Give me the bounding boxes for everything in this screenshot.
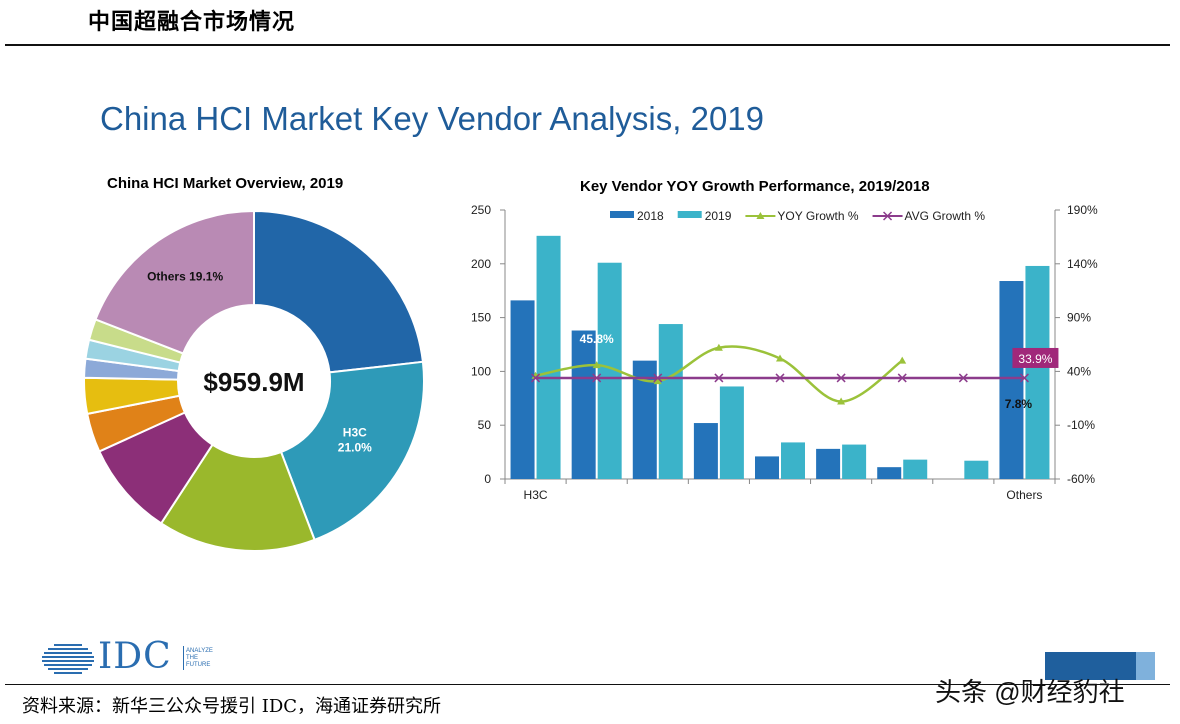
- yoy-growth-point: [776, 354, 784, 362]
- y2-tick-label: -60%: [1067, 472, 1095, 486]
- idc-tagline-line: THE: [186, 655, 198, 661]
- avg-growth-point: [714, 373, 724, 383]
- y-tick-label: 0: [484, 472, 491, 486]
- data-label-h3c-growth: 45.8%: [580, 332, 614, 346]
- bar-2019: [903, 459, 928, 479]
- yoy-growth-point: [653, 377, 662, 385]
- bar-2019: [842, 444, 867, 479]
- footer-divider: [5, 684, 1170, 685]
- avg-growth-point: [836, 373, 846, 383]
- pie-slice-h3c: [279, 360, 425, 542]
- avg-growth-label-box: [1012, 347, 1059, 368]
- yoy-growth-point: [837, 397, 846, 405]
- y2-tick-label: 90%: [1067, 311, 1091, 325]
- idc-logo: [40, 640, 230, 680]
- x-tick-label: Others: [1006, 488, 1042, 502]
- avg-growth-point: [531, 373, 541, 383]
- avg-growth-point: [653, 373, 663, 383]
- data-label-avg-growth: 33.9%: [1018, 352, 1052, 366]
- avg-growth-point: [897, 373, 907, 383]
- y-tick-label: 250: [471, 203, 491, 217]
- y-tick-label: 150: [471, 311, 491, 325]
- header-divider: [5, 44, 1170, 46]
- yoy-growth-point: [592, 361, 601, 369]
- pie-chart-title: China HCI Market Overview, 2019: [107, 175, 344, 192]
- legend-label: AVG Growth %: [905, 209, 986, 223]
- y-tick-label: 100: [471, 364, 491, 378]
- watermark-text: 头条 @财经豹社: [935, 677, 1125, 707]
- bar-2018: [999, 281, 1024, 479]
- source-note: 资料来源：新华三公众号援引 IDC，海通证券研究所: [22, 696, 442, 717]
- pie-slice-label: H3C: [343, 425, 367, 439]
- bar-2018: [571, 330, 596, 479]
- bar-2019: [658, 324, 683, 479]
- legend-marker: [883, 211, 893, 221]
- pie-slice: [159, 443, 316, 552]
- idc-tagline-line: FUTURE: [186, 662, 211, 668]
- avg-growth-point: [958, 373, 968, 383]
- pie-center-total: $959.9M: [203, 367, 304, 397]
- y2-tick-label: 140%: [1067, 257, 1098, 271]
- avg-growth-point: [592, 373, 602, 383]
- yoy-growth-point: [898, 356, 907, 364]
- bar-2019: [781, 442, 805, 479]
- bar-2019: [1025, 265, 1050, 479]
- idc-globe-icon: [42, 644, 94, 674]
- pie-slice-label: Others 19.1%: [147, 269, 223, 283]
- y-tick-label: 50: [478, 418, 492, 432]
- pie-slice: [253, 209, 425, 374]
- legend-marker: [756, 212, 765, 219]
- bar-2018: [877, 467, 902, 479]
- legend-label: YOY Growth %: [777, 209, 858, 223]
- idc-logo-tagline: ANALYZE THE FUTURE: [186, 648, 213, 669]
- pie-slice-value: 21.0%: [338, 440, 372, 454]
- legend-label: 2018: [637, 209, 664, 223]
- legend-swatch: [677, 211, 702, 218]
- bar-2019: [964, 460, 989, 479]
- x-tick-label: H3C: [524, 488, 548, 502]
- bar-2019: [536, 235, 561, 479]
- y2-tick-label: 190%: [1067, 203, 1098, 217]
- y2-tick-label: -10%: [1067, 418, 1095, 432]
- legend-swatch: [610, 211, 634, 218]
- bar-2018: [755, 456, 779, 479]
- y-tick-label: 200: [471, 257, 491, 271]
- legend-label: 2019: [705, 209, 732, 223]
- page-header-title: 中国超融合市场情况: [88, 9, 296, 35]
- bar-2018: [693, 423, 718, 479]
- bar-chart-title: Key Vendor YOY Growth Performance, 2019/…: [580, 178, 930, 195]
- bar-2018: [816, 448, 841, 479]
- idc-logo-divider: [183, 646, 184, 670]
- y2-tick-label: 40%: [1067, 364, 1091, 378]
- avg-growth-point: [1019, 373, 1029, 383]
- avg-growth-point: [775, 373, 785, 383]
- bar-2018: [510, 300, 535, 479]
- idc-logo-text: IDC: [98, 636, 172, 677]
- idc-tagline-line: ANALYZE: [186, 648, 213, 654]
- pie-slice-others: [94, 209, 255, 355]
- data-label-others-growth: 7.8%: [1005, 397, 1033, 411]
- main-title: China HCI Market Key Vendor Analysis, 20…: [100, 100, 765, 137]
- bar-2019: [719, 386, 744, 479]
- yoy-growth-point: [714, 343, 723, 351]
- corner-decoration: [1136, 652, 1155, 680]
